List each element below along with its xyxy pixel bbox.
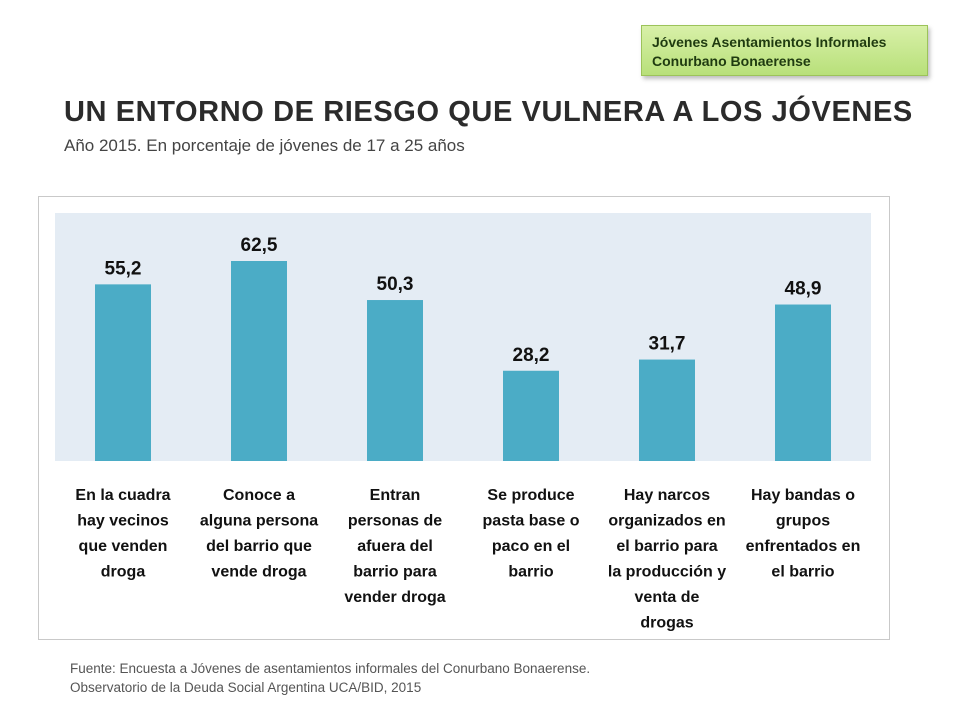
category-label: Hay bandas o <box>751 487 855 504</box>
chart-frame: 55,2 En la cuadra hay vecinos que venden dro… <box>38 196 890 640</box>
page-subtitle: Año 2015. En porcentaje de jóvenes de 17… <box>64 136 465 155</box>
category-label: el barrio <box>771 564 834 581</box>
category-label: que venden <box>79 538 168 555</box>
source-line-1: Fuente: Encuesta a Jóvenes de asentamien… <box>70 661 591 676</box>
category-label: Se produce <box>487 487 574 504</box>
category-label: En la cuadra <box>75 487 170 504</box>
source-note: Fuente: Encuesta a Jóvenes de asentamien… <box>70 659 590 697</box>
source-line-2: Observatorio de la Deuda Social Argentin… <box>70 680 422 695</box>
category-label: grupos <box>776 513 830 530</box>
category-label: barrio <box>508 564 554 581</box>
bar <box>503 370 559 461</box>
bar <box>231 261 287 461</box>
category-label: venta de <box>635 589 700 606</box>
bar-value-label: 28,2 <box>513 345 550 366</box>
category-label: Conoce a <box>223 487 295 504</box>
bar-value-label: 62,5 <box>241 235 278 256</box>
category-label: hay vecinos <box>77 513 169 530</box>
category-label: enfrentados en <box>746 538 861 555</box>
category-label: la producción y <box>608 564 726 581</box>
category-label: personas de <box>348 513 442 530</box>
bar-value-label: 48,9 <box>785 279 822 300</box>
category-label: droga <box>101 564 146 581</box>
bar-chart: 55,2 En la cuadra hay vecinos que venden dro… <box>55 213 871 632</box>
category-label: Entran <box>370 487 421 504</box>
bar <box>639 359 695 461</box>
category-label: organizados en <box>608 513 725 530</box>
category-label: afuera del <box>357 538 433 555</box>
category-label: drogas <box>640 615 693 632</box>
category-label: barrio para <box>353 564 437 581</box>
category-label: Hay narcos <box>624 487 710 504</box>
bar-value-label: 31,7 <box>649 334 686 355</box>
plot-area <box>55 213 871 461</box>
category-label: vender droga <box>344 589 445 606</box>
survey-tag-line-1: Jóvenes Asentamientos Informales <box>652 34 887 50</box>
bar <box>367 300 423 461</box>
page-title: UN ENTORNO DE RIESGO QUE VULNERA A LOS J… <box>64 96 913 128</box>
survey-tag-box: Jóvenes Asentamientos Informales Conurba… <box>641 25 928 76</box>
bar <box>95 284 151 461</box>
category-label: el barrio para <box>616 538 717 555</box>
bar-value-label: 55,2 <box>105 258 142 279</box>
bar <box>775 304 831 461</box>
category-label: del barrio que <box>206 538 312 555</box>
survey-tag-line-2: Conurbano Bonaerense <box>652 53 811 69</box>
category-label: pasta base o <box>483 513 580 530</box>
category-label: paco en el <box>492 538 570 555</box>
category-label: vende droga <box>211 564 306 581</box>
bar-value-label: 50,3 <box>377 274 414 295</box>
category-label: alguna persona <box>200 513 318 530</box>
